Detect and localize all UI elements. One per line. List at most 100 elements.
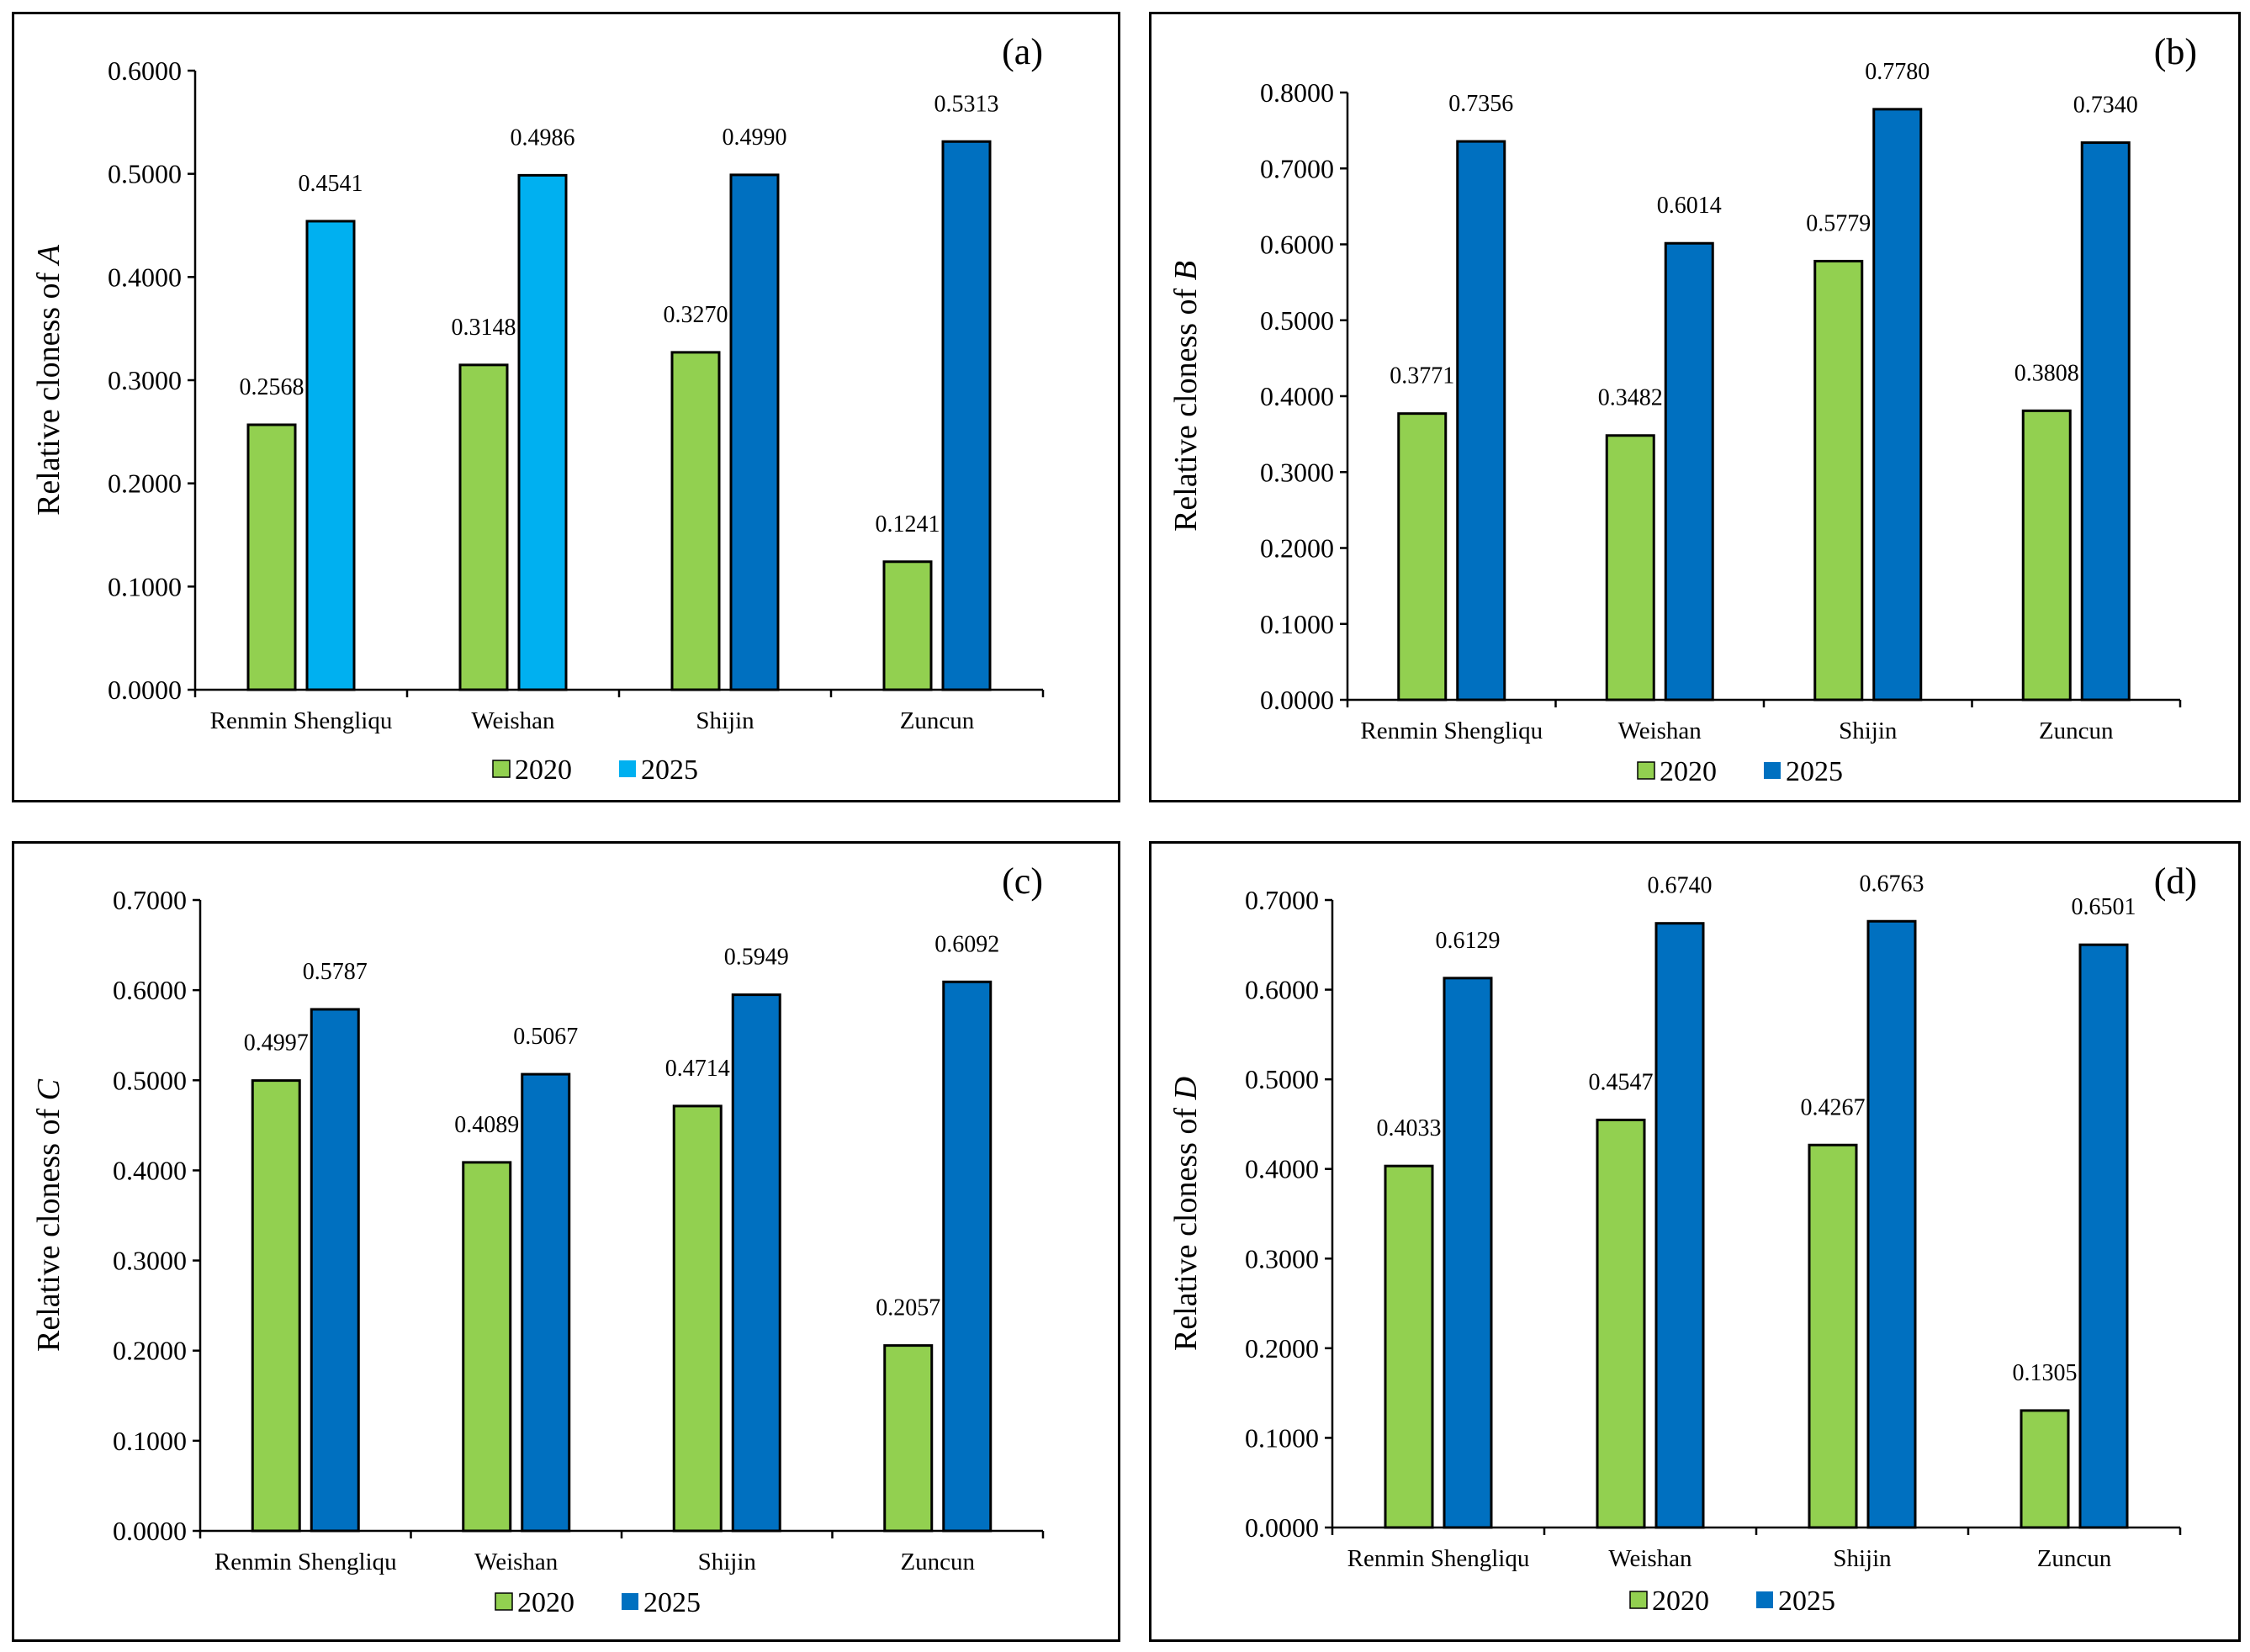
bar-2020 [1605,434,1655,702]
bar-2020 [882,560,933,691]
data-label: 0.3808 [2014,360,2079,386]
chart-panel-b: 0.0000 0.1000 0.2000 0.3000 0.4000 0.5000 0.60… [1149,12,2241,802]
data-label: 0.4541 [299,171,363,197]
x-category-label: Weishan [1608,1545,1692,1572]
panel-letter: (b) [2154,31,2197,72]
y-tick-label: 0.5000 [108,159,182,189]
y-tick-label: 0.0000 [1260,685,1334,715]
bar-2020 [883,1344,934,1533]
chart-panel-d: 0.0000 0.1000 0.2000 0.3000 0.4000 0.5000 0.60… [1149,841,2241,1642]
y-tick-label: 0.5000 [1260,305,1334,336]
data-label: 0.3270 [664,302,728,328]
bar-2025 [941,140,992,691]
y-axis-label-text: Relative cloness of [1168,1099,1204,1351]
legend-label-2025: 2025 [1778,1586,1835,1617]
data-label: 0.1241 [876,511,940,537]
data-label: 0.4033 [1377,1115,1442,1141]
bar-2020 [2020,1409,2070,1529]
bar-2020 [1596,1118,1646,1529]
x-category-label: Renmin Shengliqu [214,1549,397,1575]
data-label: 0.3148 [452,315,516,341]
bar-2025 [2080,141,2131,702]
x-category-label: Renmin Shengliqu [1360,717,1543,744]
y-axis-label-variable: A [31,244,66,267]
y-tick-label: 0.3000 [108,365,182,395]
data-label: 0.2568 [240,374,304,400]
legend-label-2020: 2020 [515,755,572,786]
legend-swatch-2025 [1764,762,1781,779]
y-tick-label: 0.7000 [1260,153,1334,183]
x-category-label: Shijin [1839,717,1898,744]
x-category-label: Weishan [471,707,555,734]
x-category-label: Shijin [1833,1545,1892,1572]
bar-2025 [731,993,781,1533]
legend-swatch-2020 [492,760,511,778]
bar-2025 [1654,922,1705,1529]
x-category-label: Weishan [474,1549,559,1575]
bar-2025 [517,173,568,691]
x-category-label: Renmin Shengliqu [210,707,393,734]
y-tick-label: 0.8000 [1260,77,1334,108]
y-tick-label: 0.5000 [1245,1064,1319,1094]
x-category-label: Zuncun [2039,717,2114,744]
x-category-label: Renmin Shengliqu [1347,1545,1530,1572]
legend-swatch-2025 [622,1593,638,1610]
y-axis-label-text: Relative cloness of [31,264,66,516]
bar-2020 [1384,1164,1434,1529]
x-category-label: Shijin [698,1549,757,1575]
data-label: 0.5313 [934,91,999,117]
y-tick-label: 0.2000 [1245,1333,1319,1363]
data-label: 0.5787 [303,959,368,985]
data-label: 0.7340 [2073,93,2138,119]
bar-2025 [1456,140,1506,702]
y-tick-label: 0.3000 [1245,1243,1319,1273]
x-category-label: Zuncun [900,707,975,734]
y-tick-label: 0.4000 [113,1155,187,1185]
chart-panel-a: 0.0000 0.1000 0.2000 0.3000 0.4000 0.5000 0.60… [12,12,1120,802]
bar-2025 [1443,977,1493,1529]
data-label: 0.3771 [1390,363,1454,389]
y-tick-label: 0.3000 [1260,457,1334,487]
bar-2025 [310,1008,360,1533]
y-tick-label: 0.1000 [1260,609,1334,639]
y-tick-label: 0.0000 [1245,1512,1319,1543]
data-label: 0.4990 [723,124,787,151]
y-tick-label: 0.5000 [113,1065,187,1095]
y-tick-label: 0.7000 [1245,885,1319,915]
y-tick-label: 0.4000 [108,262,182,292]
legend-label-2025: 2025 [1786,756,1843,787]
legend-swatch-2020 [1629,1591,1648,1609]
y-tick-label: 0.0000 [108,675,182,705]
bar-2020 [670,351,721,691]
legend-label-2025: 2025 [643,1587,701,1618]
y-axis-label-variable: D [1168,1077,1204,1100]
y-axis-label: Relative cloness of A [31,244,66,516]
legend-swatch-2020 [1637,761,1655,780]
data-label: 0.5067 [513,1024,578,1050]
bar-2025 [1664,241,1714,702]
data-label: 0.4714 [665,1056,730,1082]
bar-2020 [458,363,509,691]
panel-letter: (c) [1002,860,1043,902]
data-label: 0.5949 [724,945,789,971]
bar-2020 [1808,1143,1858,1529]
x-category-label: Weishan [1618,717,1702,744]
y-tick-label: 0.1000 [113,1426,187,1456]
bar-2025 [729,173,780,691]
data-label: 0.5779 [1806,210,1871,236]
panel-letter: (d) [2154,860,2197,902]
y-axis-label: Relative cloness of C [31,1078,66,1352]
x-category-label: Zuncun [2037,1545,2112,1572]
y-tick-label: 0.6000 [1245,975,1319,1005]
data-label: 0.4267 [1801,1094,1866,1120]
bar-2020 [246,423,297,691]
y-tick-label: 0.3000 [113,1246,187,1276]
y-tick-label: 0.6000 [113,975,187,1005]
y-axis-label-variable: B [1168,261,1204,280]
y-tick-label: 0.1000 [1245,1422,1319,1453]
data-label: 0.6092 [934,931,999,957]
y-axis-label-text: Relative cloness of [31,1100,66,1352]
chart-panel-c: 0.0000 0.1000 0.2000 0.3000 0.4000 0.5000 0.60… [12,841,1120,1642]
legend-swatch-2020 [495,1592,513,1611]
y-tick-label: 0.6000 [1260,230,1334,260]
